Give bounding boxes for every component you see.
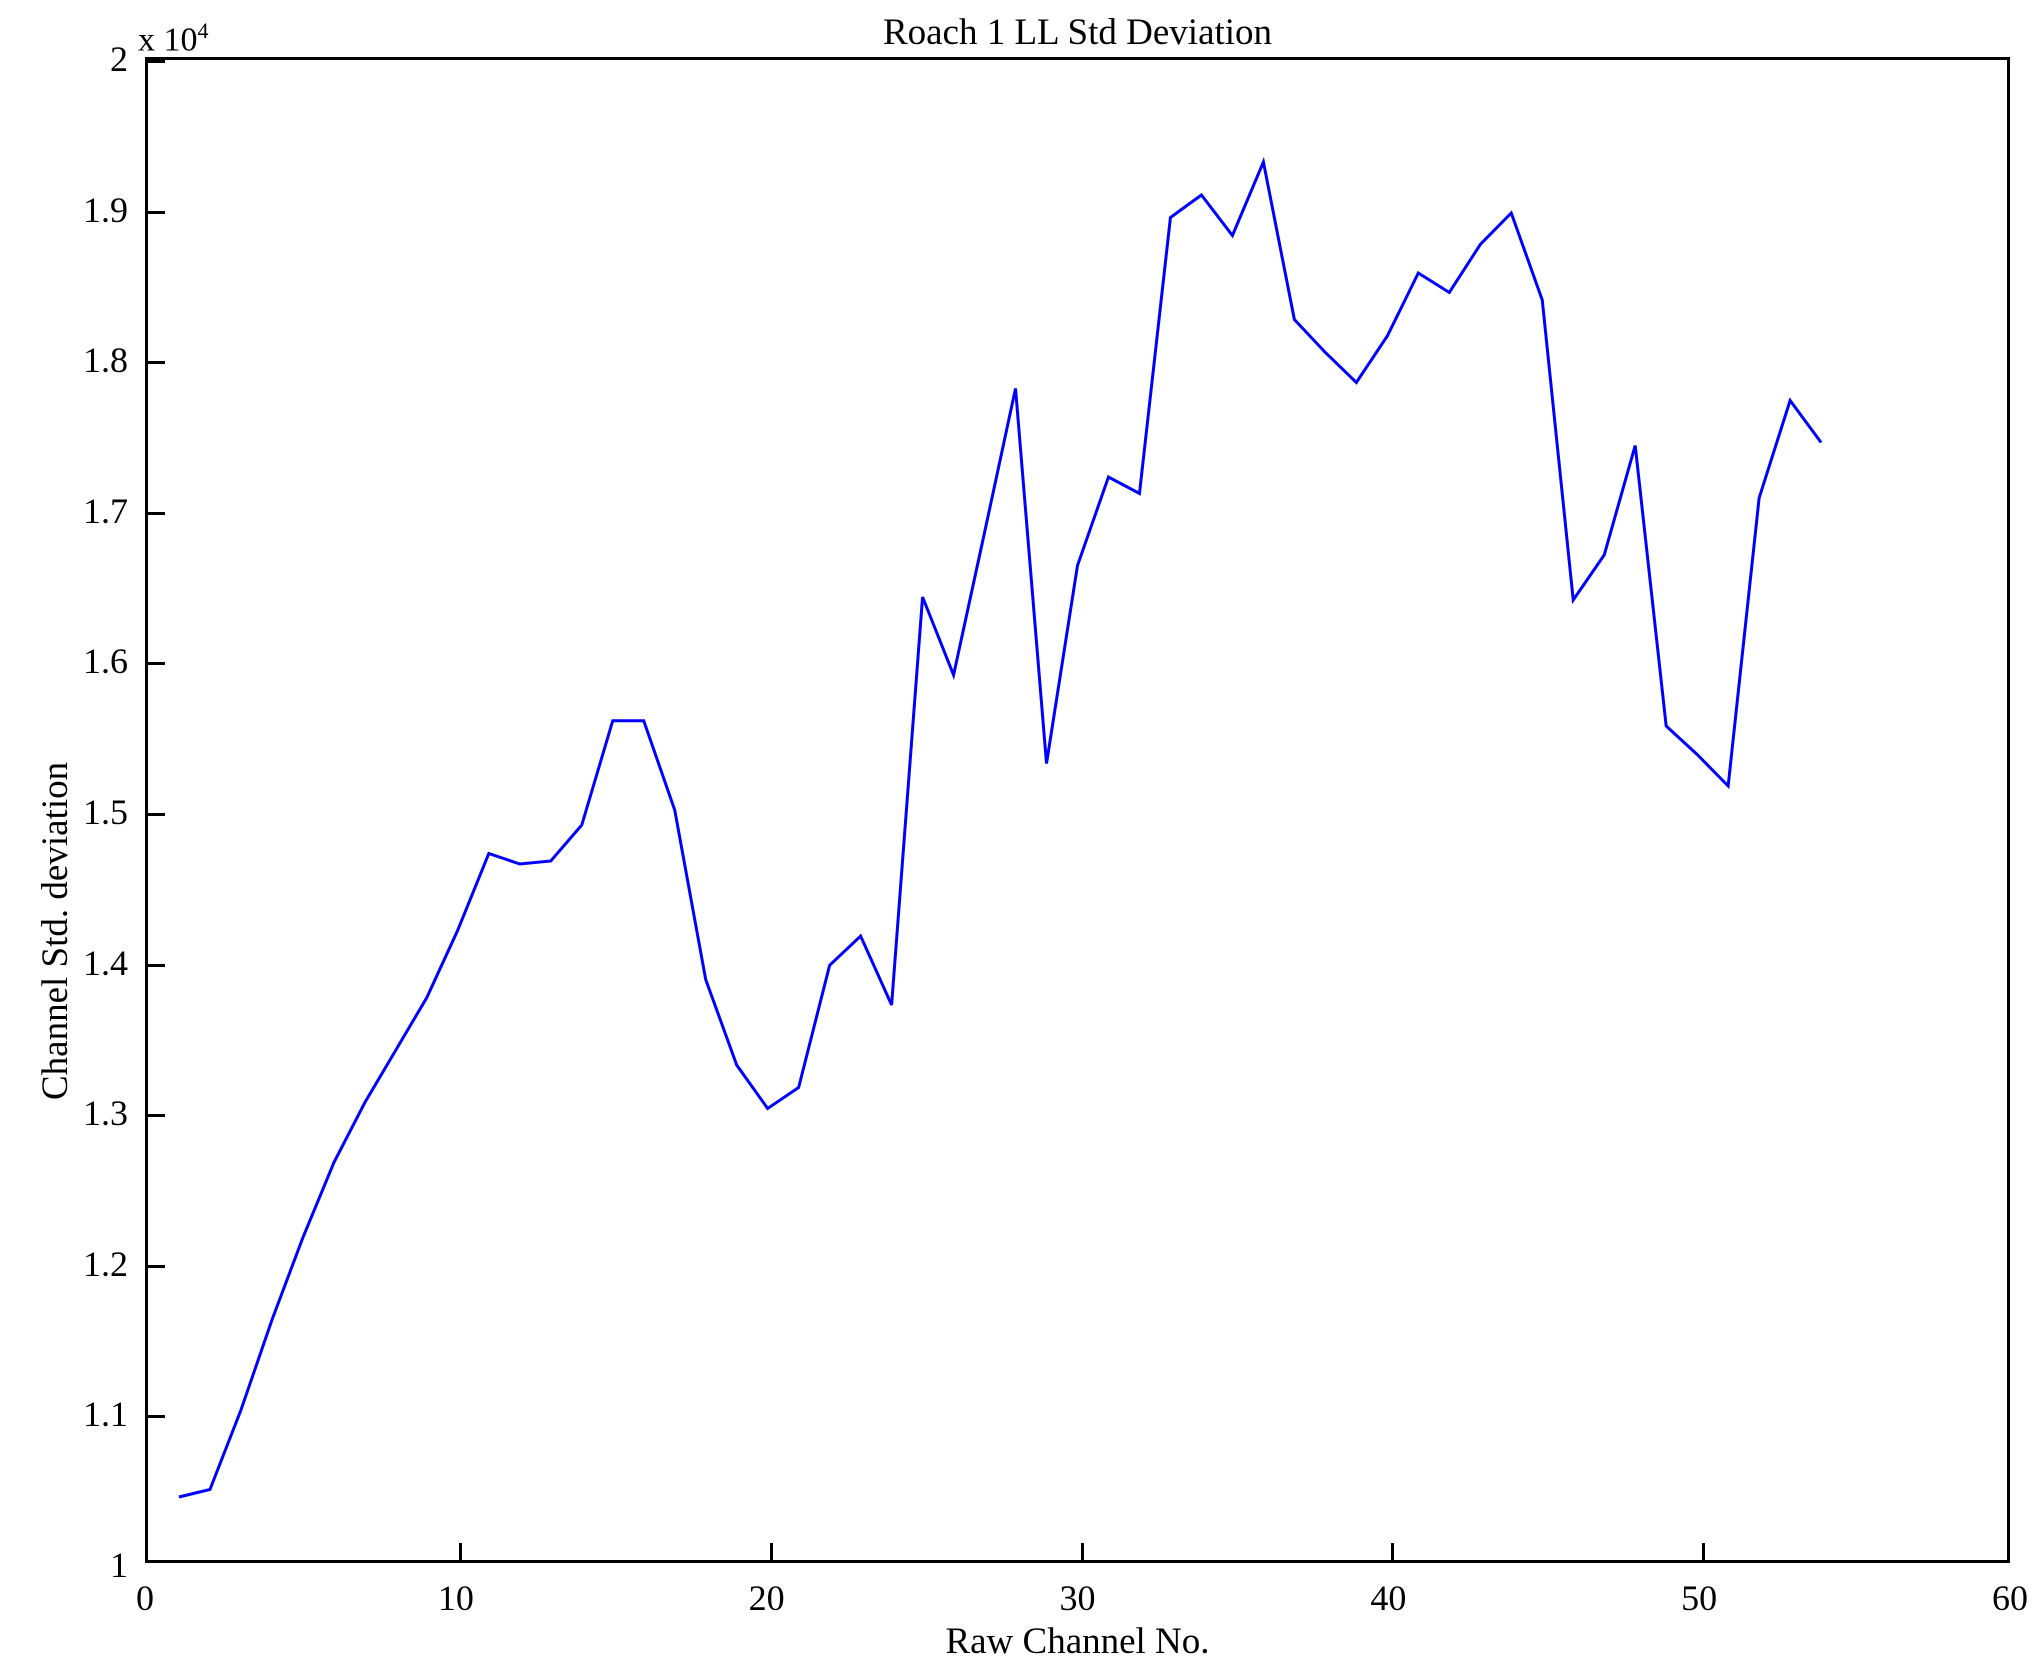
x-tick-label: 50 — [1681, 1578, 1718, 1618]
y-tick-mark — [147, 813, 165, 816]
y-tick-mark — [147, 361, 165, 365]
y-tick-label: 1.7 — [83, 490, 128, 531]
x-tick-mark — [1391, 1543, 1395, 1561]
y-tick-label: 1 — [110, 1545, 128, 1585]
x-tick-label: 0 — [136, 1578, 154, 1618]
y-tick-mark — [147, 511, 165, 515]
y-axis-exponent-power: 4 — [197, 18, 209, 43]
y-tick-label: 1.6 — [83, 641, 128, 682]
y-tick-mark — [147, 1415, 165, 1419]
chart-title: Roach 1 LL Std Deviation — [882, 12, 1273, 53]
y-axis-exponent-label: x 104 — [138, 18, 209, 59]
x-tick-mark — [769, 1543, 773, 1561]
x-tick-label: 30 — [1059, 1578, 1096, 1618]
x-tick-mark — [458, 1543, 462, 1561]
y-tick-label: 1.5 — [83, 792, 128, 832]
x-tick-label: 60 — [1992, 1578, 2028, 1618]
x-axis-title: Raw Channel No. — [945, 1621, 1210, 1662]
data-line-series-0 — [179, 162, 1821, 1497]
y-tick-mark — [147, 662, 165, 666]
y-tick-label: 1.2 — [83, 1243, 128, 1284]
y-tick-mark — [147, 1264, 165, 1268]
y-tick-mark — [147, 60, 165, 63]
x-tick-label: 10 — [437, 1578, 474, 1618]
y-tick-mark — [147, 1114, 165, 1118]
y-tick-label: 1.1 — [83, 1394, 128, 1435]
y-tick-label: 1.3 — [83, 1093, 128, 1134]
plot-area: 1 1.1 1.2 1.3 1.4 1.5 1.6 1.7 1.8 1.9 2 — [83, 41, 2010, 1583]
x-tick-mark — [1702, 1543, 1706, 1561]
data-series-svg — [148, 60, 2007, 1560]
y-tick-label: 1.9 — [83, 189, 128, 230]
x-tick-label: 20 — [748, 1578, 785, 1618]
y-tick-label: 1.4 — [83, 942, 128, 983]
x-tick-label: 40 — [1370, 1578, 1407, 1618]
y-tick-label: 1.8 — [83, 340, 128, 381]
y-tick-label: 2 — [110, 39, 128, 79]
y-axis-exponent-prefix: x 10 — [138, 21, 198, 59]
x-tick-mark — [1080, 1543, 1084, 1561]
y-tick-mark — [147, 210, 165, 214]
y-axis-tick-labels: 1 1.1 1.2 1.3 1.4 1.5 1.6 1.7 1.8 1.9 2 — [83, 41, 2007, 1583]
y-tick-mark — [147, 963, 165, 967]
y-axis-title: Channel Std. deviation — [35, 761, 76, 1100]
